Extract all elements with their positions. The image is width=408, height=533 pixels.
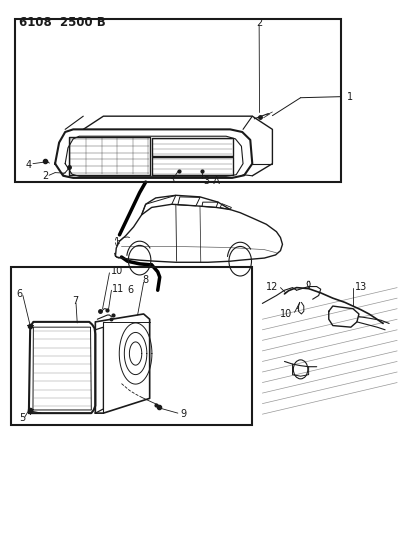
Text: 3 A: 3 A <box>204 175 220 185</box>
Bar <box>15 19 341 182</box>
Text: 10: 10 <box>280 309 293 319</box>
Text: 6: 6 <box>17 289 23 299</box>
Text: 11: 11 <box>112 284 124 294</box>
Text: 4: 4 <box>26 160 32 169</box>
Bar <box>11 266 252 425</box>
Text: 7: 7 <box>72 296 78 306</box>
Text: 3: 3 <box>168 175 174 185</box>
Text: 2: 2 <box>42 171 48 181</box>
Text: 2: 2 <box>256 18 262 28</box>
Text: 9: 9 <box>180 409 186 419</box>
Text: 5: 5 <box>19 414 25 423</box>
Text: 10: 10 <box>111 266 123 276</box>
Text: 1: 1 <box>347 92 353 102</box>
Text: 6: 6 <box>128 285 134 295</box>
Text: 12: 12 <box>266 281 278 292</box>
Text: 8: 8 <box>142 274 149 285</box>
Text: 13: 13 <box>355 281 367 292</box>
Text: 6108  2500 B: 6108 2500 B <box>19 16 106 29</box>
